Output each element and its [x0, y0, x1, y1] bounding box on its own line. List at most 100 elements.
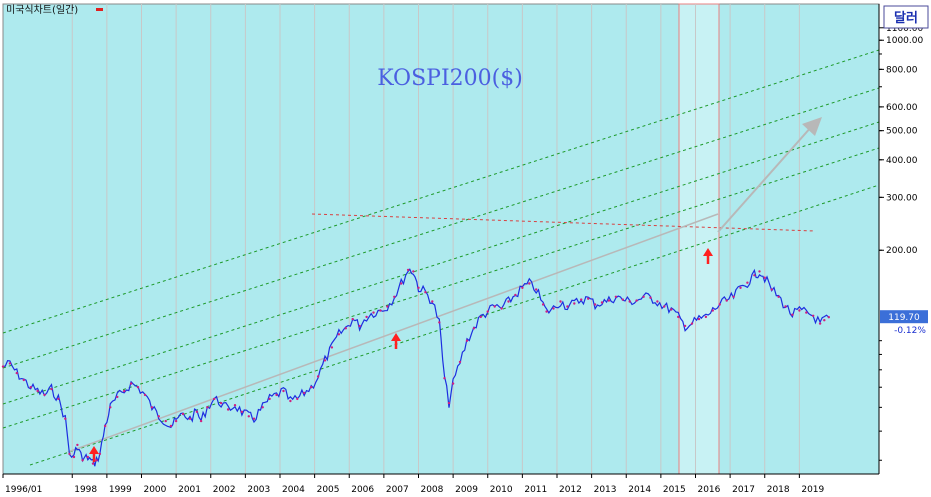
data-point [443, 377, 446, 380]
data-point [50, 387, 53, 391]
price-line [2, 268, 830, 467]
x-tick-label: 1999 [109, 485, 132, 495]
data-point [226, 408, 230, 411]
data-point [282, 389, 285, 393]
data-point [296, 397, 299, 401]
x-tick-label: 2016 [697, 485, 720, 495]
data-point [330, 346, 334, 349]
data-point [199, 419, 203, 423]
data-point [252, 417, 256, 420]
data-point [479, 315, 482, 319]
data-point [746, 281, 749, 284]
bottom-arrow-head [703, 248, 713, 256]
data-point [372, 311, 375, 314]
data-point [438, 321, 441, 324]
data-point [261, 406, 264, 409]
data-point [507, 300, 510, 303]
data-point [521, 286, 524, 289]
y-tick-label: 1100.00 [886, 24, 923, 34]
data-point [169, 424, 173, 428]
x-tick-label: 2014 [628, 485, 651, 495]
data-point [123, 389, 126, 393]
data-point [379, 309, 382, 312]
data-point [545, 310, 548, 313]
x-axis-ticks: 1996/01 1998 1999 2000 2001 2002 2003 2004 2005 2… [2, 474, 825, 495]
data-point [580, 298, 583, 301]
data-point [68, 452, 71, 456]
x-tick-label: 2004 [282, 485, 305, 495]
data-point [718, 303, 721, 306]
data-point [116, 395, 119, 399]
x-tick-label: 2007 [386, 485, 409, 495]
data-point [15, 371, 18, 375]
data-point [412, 270, 415, 273]
data-point [365, 315, 368, 319]
data-point [233, 404, 237, 407]
data-point [129, 382, 133, 385]
data-point [337, 333, 341, 336]
data-point [621, 298, 624, 301]
data-point [303, 391, 306, 395]
data-point [656, 300, 659, 303]
data-point [535, 288, 538, 291]
data-point [642, 295, 645, 298]
x-axis-area [3, 474, 879, 496]
data-point [358, 324, 361, 328]
data-point [566, 305, 569, 308]
bottom-arrow-head [89, 446, 99, 454]
x-tick-label: 2011 [524, 485, 547, 495]
data-point [600, 301, 604, 304]
data-point [36, 389, 39, 393]
x-tick-label: 1996/01 [5, 485, 42, 495]
data-point [528, 282, 531, 285]
unit-button[interactable] [883, 5, 929, 29]
y-tick-label: 500.00 [886, 127, 918, 137]
data-point [64, 417, 67, 420]
data-point [1, 365, 5, 368]
x-tick-label: 1998 [74, 485, 97, 495]
support-trendline [67, 213, 719, 453]
data-point [818, 322, 822, 325]
x-tick-label: 2008 [420, 485, 443, 495]
x-tick-label: 2009 [455, 485, 478, 495]
last-value: 119.70 [888, 313, 920, 323]
bottom-arrow-head [391, 333, 401, 341]
data-point [213, 397, 216, 401]
price-series [1, 268, 830, 467]
data-point [431, 300, 434, 303]
data-point [784, 305, 787, 308]
data-point [310, 386, 313, 389]
data-point [753, 274, 756, 277]
data-point [486, 310, 489, 313]
data-point [514, 293, 517, 297]
data-point [649, 296, 652, 299]
annotations [89, 248, 713, 462]
x-tick-label: 2017 [732, 485, 755, 495]
timeframe-indicator [96, 8, 103, 11]
data-point [635, 299, 638, 302]
data-point [711, 309, 714, 312]
x-tick-label: 2019 [801, 485, 824, 495]
data-point [663, 305, 666, 308]
data-point [316, 375, 320, 378]
data-point [559, 300, 562, 303]
data-point [725, 299, 728, 302]
projection-arrow-line [717, 125, 813, 233]
data-point [628, 300, 631, 303]
data-point [174, 419, 178, 423]
data-point [91, 462, 95, 465]
x-tick-label: 2002 [213, 485, 236, 495]
data-point [344, 327, 347, 330]
x-tick-label: 2001 [178, 485, 201, 495]
channel-line [29, 184, 880, 466]
data-point [8, 362, 12, 365]
chart-title: KOSPI200($) [377, 66, 523, 91]
data-point [798, 309, 801, 312]
data-point [607, 299, 611, 302]
data-point [472, 327, 476, 330]
data-point [541, 303, 545, 306]
projection-arrow-head [802, 117, 822, 136]
data-point [164, 419, 167, 423]
data-point [157, 415, 160, 418]
